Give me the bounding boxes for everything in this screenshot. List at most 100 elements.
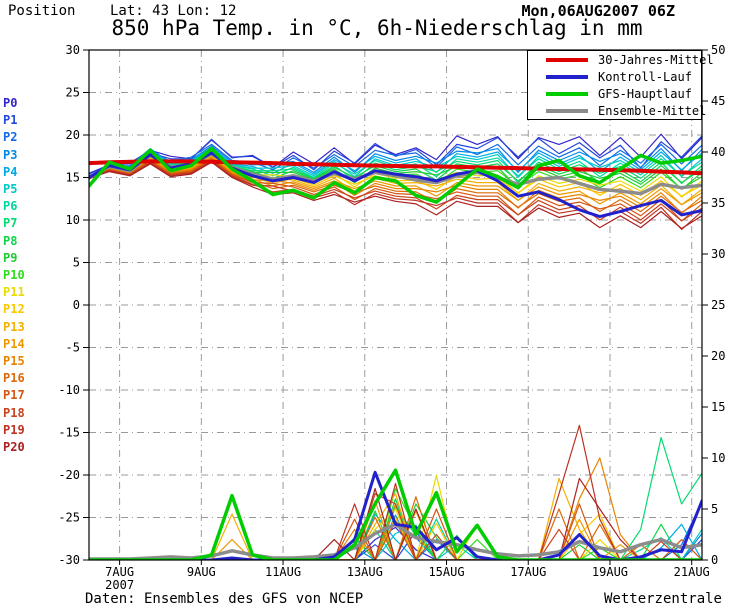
member-label-P5: P5 [3,182,18,196]
temp-series-P16 [89,158,702,213]
temp-series-P1 [89,135,702,174]
x-tick-label: 19AUG [592,565,628,579]
precip-series-P4 [89,513,702,560]
x-tick-label: 13AUG [347,565,383,579]
x-tick-label: 7AUG [105,565,134,579]
precip-series-P13 [89,477,702,560]
precip-tick-label: 20 [711,349,725,363]
series-group [89,133,702,560]
temp-tick-label: 0 [73,298,80,312]
member-label-P11: P11 [3,285,25,300]
ensmean-line-swatch [546,109,588,113]
run-datetime: Mon,06AUG2007 06Z [521,2,675,20]
precip-tick-label: 35 [711,196,725,210]
precip-series-P18 [89,493,702,560]
precip-series-P19 [89,424,702,560]
member-label-P20: P20 [3,440,25,454]
legend-row-gfs: GFS-Hauptlauf [528,86,701,102]
temp-tick-label: 15 [66,171,80,185]
precip-series-control [89,470,702,560]
control-line-swatch [546,75,588,79]
temp-series-P14 [89,156,702,206]
member-label-P4: P4 [3,164,18,179]
precip-series-P3 [89,514,702,560]
precip-tick-label: 50 [711,43,725,57]
precip-tick-label: 30 [711,247,725,261]
temp-tick-label: 25 [66,86,80,100]
precip-series-P7 [89,437,702,560]
x-tick-label: 21AUG [674,565,710,579]
member-label-P1: P1 [3,113,18,128]
member-label-P16: P16 [3,371,25,386]
temp-series-P17 [89,159,702,222]
legend-row-control: Kontroll-Lauf [528,69,701,85]
precip-series-gfs [89,468,702,560]
temp-tick-label: 10 [66,213,80,227]
temp-series-P13 [89,155,702,206]
precip-tick-label: 15 [711,400,725,414]
precip-series-P12 [89,513,702,560]
position-label: Position [8,3,76,19]
member-label-P9: P9 [3,250,18,265]
temp-series-mean30 [89,159,702,176]
x-tick-label: 17AUG [510,565,546,579]
precip-tick-label: 0 [711,553,718,567]
legend-box: 30-Jahres-Mittel Kontroll-Lauf GFS-Haupt… [527,50,714,120]
plot-frame [88,49,703,561]
legend-label: Ensemble-Mittel [598,104,707,118]
precip-series-P8 [89,498,702,560]
legend-row-mean30: 30-Jahres-Mittel [528,52,714,68]
precip-series-P11 [89,474,702,560]
temp-tick-label: -20 [58,468,80,482]
x-tick-label: 11AUG [265,565,301,579]
x-tick-label: 9AUG [187,565,216,579]
precip-series-P0 [89,526,702,560]
precip-series-P20 [89,477,702,560]
site-credit: Wetterzentrale [603,591,722,607]
temp-series-P20 [89,161,702,230]
temp-series-gfs [89,146,702,204]
precip-tick-label: 5 [711,502,718,516]
member-label-P18: P18 [3,405,25,420]
member-label-P6: P6 [3,199,18,214]
legend-label: GFS-Hauptlauf [598,87,692,101]
position-value: Lat: 43 Lon: 12 [110,3,237,19]
temp-tick-label: -30 [58,553,80,567]
member-label-P0: P0 [3,96,18,110]
temp-series-P2 [89,143,702,180]
member-label-P12: P12 [3,302,25,317]
gfs-line-swatch [546,92,588,96]
member-label-P14: P14 [3,336,25,351]
data-source-note: Daten: Ensembles des GFS von NCEP [85,591,364,607]
member-label-P17: P17 [3,388,25,403]
precip-tick-label: 25 [711,298,725,312]
temp-tick-label: 20 [66,128,80,142]
temp-series-P18 [89,159,702,222]
member-label-P19: P19 [3,422,25,437]
temp-tick-label: 5 [73,256,80,270]
temp-tick-label: 30 [66,43,80,57]
precip-series-P16 [89,496,702,560]
member-label-P13: P13 [3,319,25,334]
legend-label: 30-Jahres-Mittel [598,53,714,67]
precip-tick-label: 40 [711,145,725,159]
member-label-P10: P10 [3,268,25,282]
x-tick-label: 15AUG [428,565,464,579]
precip-tick-label: 10 [711,451,725,465]
temp-tick-label: -10 [58,383,80,397]
precip-series-P5 [89,524,702,560]
mean30-line-swatch [546,58,588,62]
temp-tick-label: -5 [66,341,80,355]
precip-tick-label: 45 [711,94,725,108]
legend-row-ensmean: Ensemble-Mittel [528,103,706,119]
member-label-P15: P15 [3,354,25,368]
temp-series-P15 [89,157,702,214]
temp-tick-label: -15 [58,426,80,440]
x-axis-year-label: 2007 [105,578,134,592]
legend-label: Kontroll-Lauf [598,70,692,84]
chart-title: 850 hPa Temp. in °C, 6h-Niederschlag in … [111,16,643,40]
member-label-P8: P8 [3,233,18,248]
member-label-P7: P7 [3,216,18,231]
